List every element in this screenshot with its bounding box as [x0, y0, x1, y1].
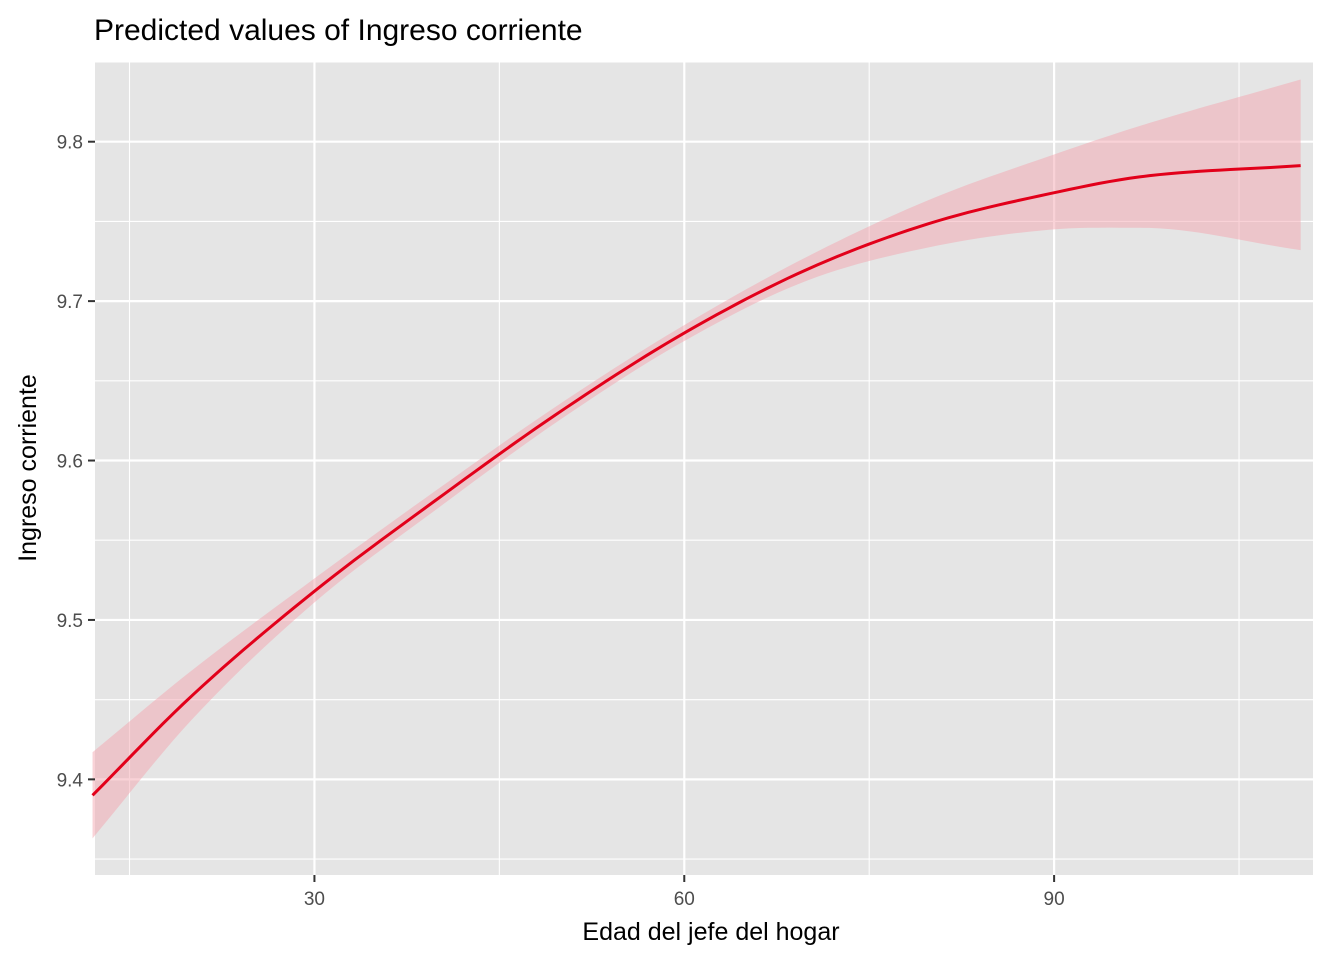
- y-tick-label: 9.6: [57, 452, 83, 473]
- chart-title: Predicted values of Ingreso corriente: [94, 14, 583, 47]
- minor-grid: [95, 61, 1313, 875]
- y-tick-label: 9.8: [57, 133, 83, 154]
- x-axis: 30 60 90: [304, 875, 1065, 910]
- y-tick-label: 9.7: [57, 292, 83, 313]
- y-axis: 9.4 9.5 9.6 9.7 9.8: [57, 133, 95, 791]
- y-tick-label: 9.4: [57, 770, 84, 791]
- x-tick-label: 60: [674, 889, 695, 910]
- confidence-ribbon: [92, 79, 1301, 839]
- y-tick-label: 9.5: [57, 611, 83, 632]
- x-tick-label: 90: [1044, 889, 1065, 910]
- y-axis-title: Ingreso corriente: [14, 374, 42, 562]
- prediction-line: [91, 164, 1301, 797]
- x-tick-label: 30: [304, 889, 325, 910]
- x-axis-title: Edad del jefe del hogar: [582, 918, 839, 946]
- major-grid: [95, 62, 1313, 875]
